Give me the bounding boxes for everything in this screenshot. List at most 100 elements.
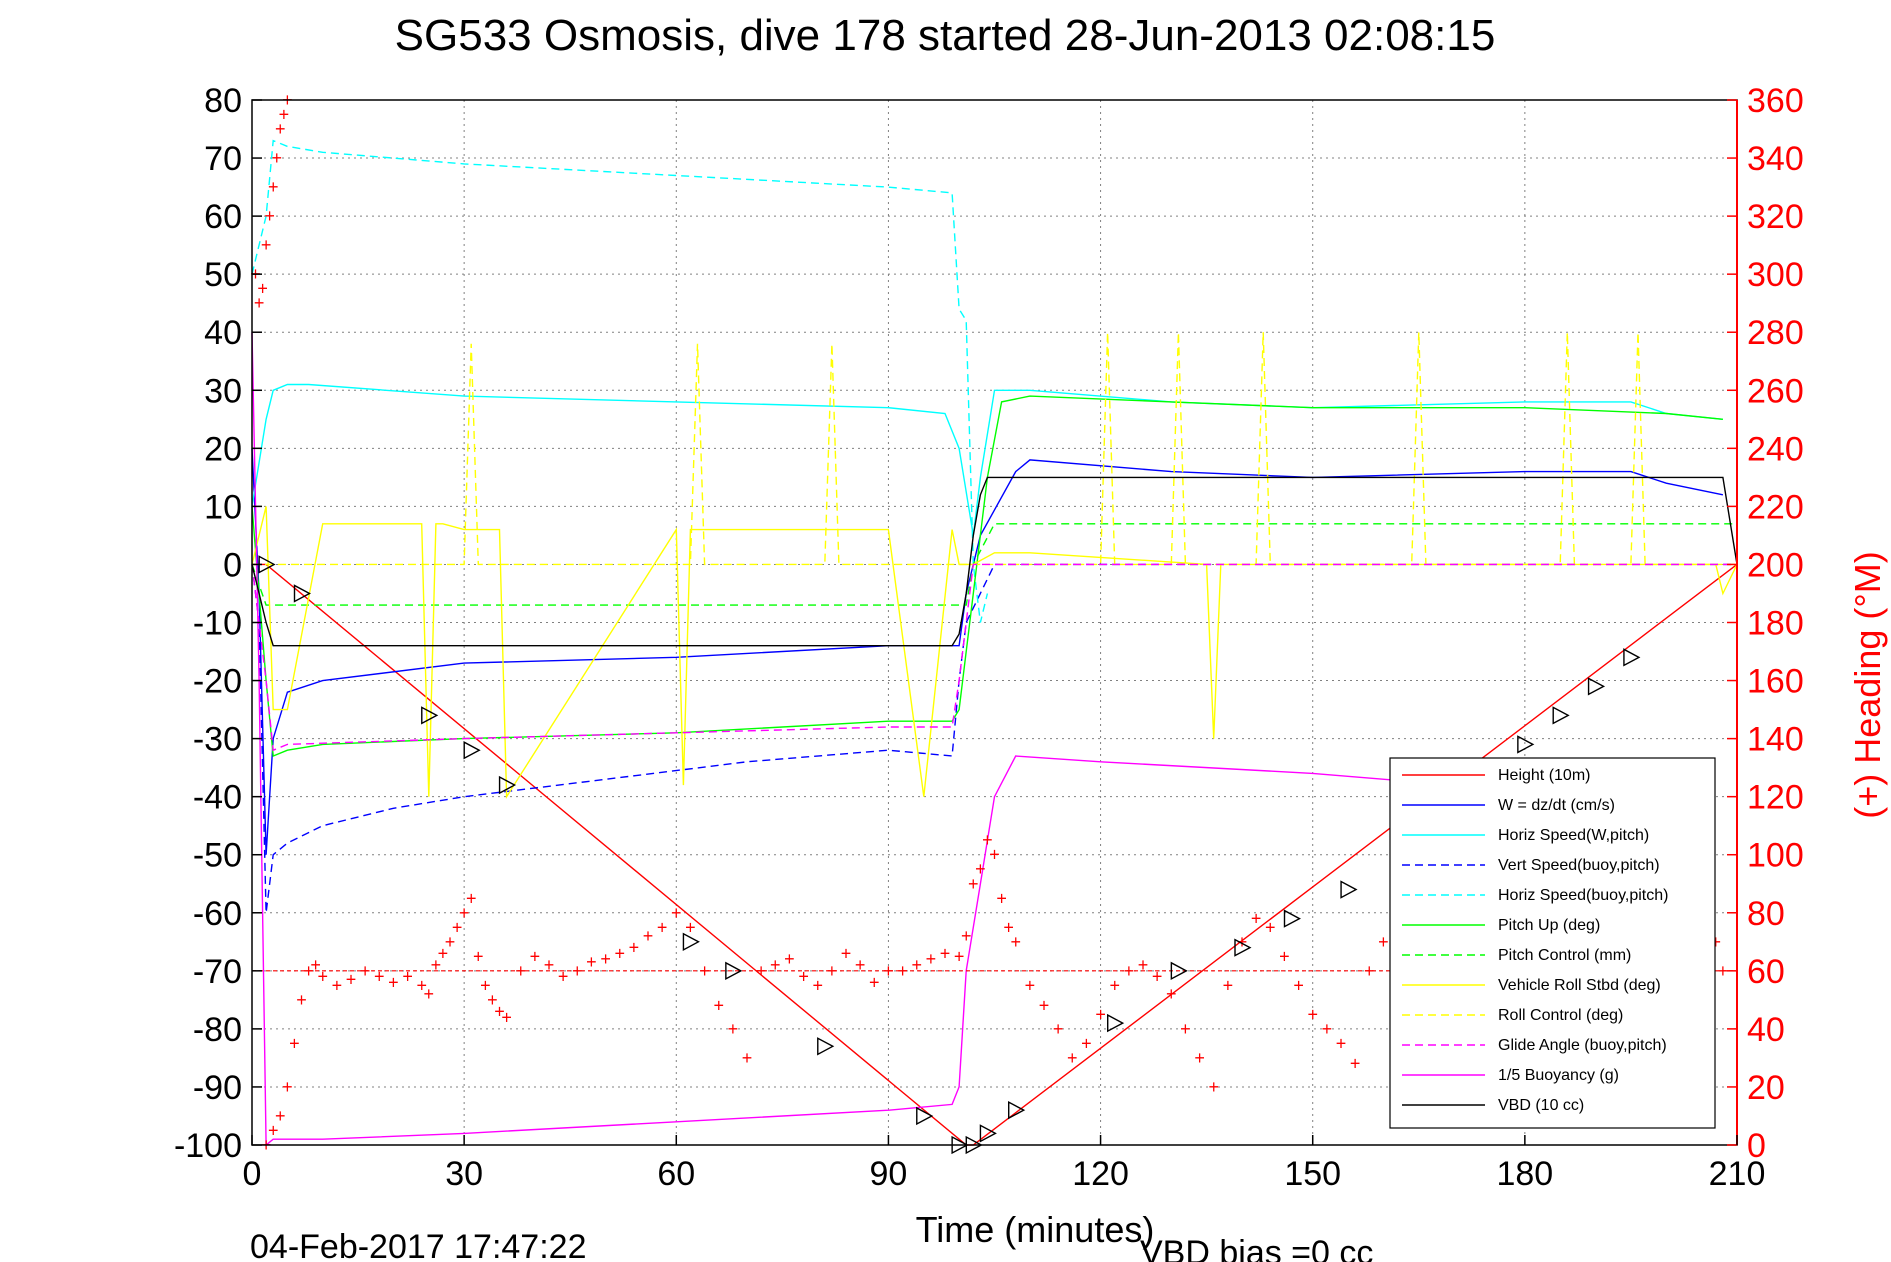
heading-point: + (416, 975, 427, 995)
left-tick-label: 70 (204, 140, 242, 178)
left-tick-label: 0 (223, 546, 242, 584)
dive-marker (421, 706, 439, 725)
heading-point: + (1067, 1048, 1078, 1068)
left-tick-label: 40 (204, 314, 242, 352)
right-tick-label: 340 (1747, 140, 1804, 178)
heading-point: + (883, 961, 894, 981)
series-line (251, 448, 1724, 855)
heading-point: + (459, 903, 470, 923)
right-tick-label: 260 (1747, 372, 1804, 410)
dive-marker (682, 932, 700, 951)
heading-point: + (271, 148, 282, 168)
heading-point: + (968, 874, 979, 894)
dive-marker (1170, 961, 1188, 980)
right-axis-label: (+) Heading (°M) (1847, 551, 1888, 818)
legend-label: 1/5 Buoyancy (g) (1498, 1067, 1619, 1084)
series-line (251, 395, 1723, 758)
heading-point: + (452, 917, 463, 937)
heading-point: + (1095, 1004, 1106, 1024)
heading-point: + (996, 888, 1007, 908)
series-line (251, 523, 1737, 606)
legend-label: Glide Angle (buoy,pitch) (1498, 1037, 1667, 1054)
left-tick-label: 20 (204, 430, 242, 468)
series-line (251, 332, 1455, 1147)
heading-point: + (926, 949, 937, 969)
chart-title: SG533 Osmosis, dive 178 started 28-Jun-2… (395, 11, 1496, 60)
dive-marker (1234, 938, 1252, 957)
series-line (251, 383, 1723, 536)
legend-label: Pitch Control (mm) (1498, 947, 1631, 964)
legend-label: Vert Speed(buoy,pitch) (1498, 857, 1660, 874)
heading-point: + (897, 961, 908, 981)
legend-label: Pitch Up (deg) (1498, 917, 1600, 934)
heading-point: + (1081, 1033, 1092, 1053)
heading-point: + (1025, 975, 1036, 995)
heading-point: + (1251, 909, 1262, 929)
heading-point: + (1010, 932, 1021, 952)
left-tick-label: 50 (204, 256, 242, 294)
dive-marker (1340, 880, 1358, 899)
heading-point: + (1208, 1077, 1219, 1097)
heading-point: + (1138, 955, 1149, 975)
heading-point: + (1237, 932, 1248, 952)
heading-point: + (360, 961, 371, 981)
vbd-bias-footer: VBD bias =0 cc (1140, 1234, 1373, 1262)
dive-marker (1517, 735, 1535, 754)
heading-point: + (515, 961, 526, 981)
left-axis-ticks: 80 70 60 50 40 30 20 10 0 -10 -20 -30 -40 -50 -60 -70 -8… (174, 82, 262, 1165)
dive-marker (1552, 706, 1570, 725)
right-tick-label: 100 (1747, 837, 1804, 875)
heading-point: + (629, 938, 640, 958)
heading-point: + (1003, 917, 1014, 937)
heading-point: + (1364, 961, 1375, 981)
heading-point: + (989, 845, 1000, 865)
x-tick-label: 150 (1284, 1155, 1341, 1193)
heading-point: + (685, 917, 696, 937)
heading-point: + (798, 967, 809, 987)
right-tick-label: 280 (1747, 314, 1804, 352)
heading-point: + (827, 961, 838, 981)
heading-point: + (671, 903, 682, 923)
heading-point: + (268, 1120, 279, 1140)
legend-label: Height (10m) (1498, 767, 1590, 784)
heading-point: + (261, 235, 272, 255)
heading-point: + (756, 961, 767, 981)
heading-point: + (572, 961, 583, 981)
legend-box (1389, 757, 1716, 1129)
legend-label: Horiz Speed(buoy,pitch) (1498, 887, 1668, 904)
right-tick-label: 180 (1747, 605, 1804, 643)
heading-point: + (940, 943, 951, 963)
legend-label: W = dz/dt (cm/s) (1498, 797, 1615, 814)
legend-label: Vehicle Roll Stbd (deg) (1498, 977, 1661, 994)
dive-marker (463, 741, 481, 760)
series-layer (251, 139, 1738, 1147)
x-tick-label: 0 (243, 1155, 262, 1193)
heading-point: + (1711, 932, 1722, 952)
heading-point: + (332, 975, 343, 995)
right-tick-label: 320 (1747, 198, 1804, 236)
heading-point: + (388, 972, 399, 992)
heading-point: + (1152, 967, 1163, 987)
heading-point: + (982, 830, 993, 850)
heading-point: + (1265, 917, 1276, 937)
heading-point: + (487, 990, 498, 1010)
dive-marker (817, 1037, 835, 1056)
right-tick-label: 20 (1747, 1069, 1785, 1107)
heading-point: + (264, 206, 275, 226)
heading-point: + (1109, 975, 1120, 995)
left-tick-label: -40 (193, 779, 242, 817)
right-axis-ticks: 3603403203002802602402202001801601401201… (1727, 82, 1804, 1165)
heading-point: + (1307, 1004, 1318, 1024)
right-tick-label: 220 (1747, 488, 1804, 526)
heading-point: + (600, 949, 611, 969)
heading-point: + (586, 952, 597, 972)
right-tick-label: 60 (1747, 953, 1785, 991)
heading-point: + (1279, 946, 1290, 966)
chart-legend: Height (10m) W = dz/dt (cm/s) Horiz Speed(… (1389, 757, 1716, 1129)
heading-point: + (869, 972, 880, 992)
left-tick-label: 10 (204, 488, 242, 526)
heading-point: + (254, 293, 265, 313)
right-tick-label: 120 (1747, 779, 1804, 817)
x-tick-label: 180 (1496, 1155, 1553, 1193)
right-tick-label: 80 (1747, 895, 1785, 933)
